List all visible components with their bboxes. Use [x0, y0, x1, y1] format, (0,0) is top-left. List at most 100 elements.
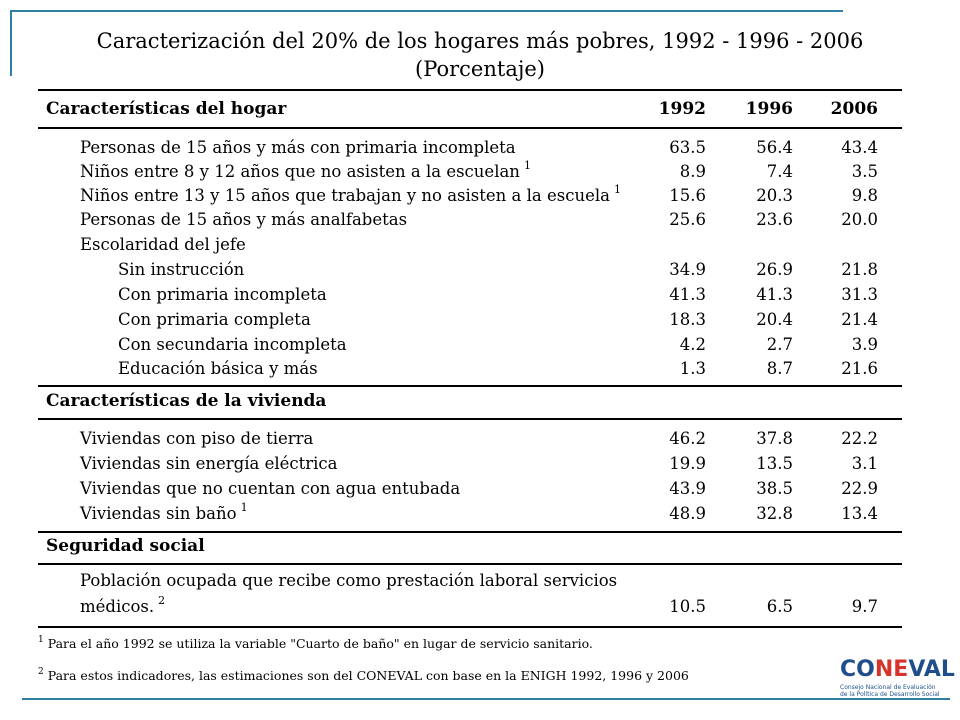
- value-1996: 2.7: [766, 335, 793, 354]
- value-2006: 9.7: [851, 597, 878, 616]
- value-1996: 20.3: [756, 186, 793, 205]
- row-label: Sin instrucción: [118, 260, 245, 279]
- footnote-text: Para el año 1992 se utiliza la variable …: [47, 636, 593, 651]
- row-label: Personas de 15 años y más con primaria i…: [80, 138, 516, 157]
- table-row: Viviendas sin energía eléctrica 19.9 13.…: [0, 452, 960, 476]
- row-label: Viviendas sin energía eléctrica: [80, 454, 338, 473]
- table-row: Niños entre 13 y 15 años que trabajan y …: [0, 183, 960, 208]
- value-1992: 43.9: [669, 479, 706, 498]
- logo-subtitle-2: de la Política de Desarrollo Social: [840, 691, 940, 698]
- value-1996: 26.9: [756, 260, 793, 279]
- value-1992: 41.3: [669, 285, 706, 304]
- row-label: médicos. 2: [80, 594, 166, 619]
- row-label-text: médicos.: [80, 597, 155, 616]
- value-2006: 22.2: [841, 429, 878, 448]
- section-rule: [38, 531, 902, 533]
- slide-title: Caracterización del 20% de los hogares m…: [96, 29, 864, 53]
- row-label: Con primaria incompleta: [118, 285, 327, 304]
- value-1996: 38.5: [756, 479, 793, 498]
- footnote-text: Para estos indicadores, las estimaciones…: [47, 668, 689, 683]
- table-row: Niños entre 8 y 12 años que no asisten a…: [0, 159, 960, 184]
- value-1996: 56.4: [756, 138, 793, 157]
- logo-part-1: CO: [840, 657, 875, 682]
- value-1996: 23.6: [756, 210, 793, 229]
- table-row: Personas de 15 años y más con primaria i…: [0, 136, 960, 160]
- footnote-mark: 2: [38, 667, 44, 677]
- column-header-1996: 1996: [745, 99, 793, 119]
- footnote-ref: 2: [158, 594, 166, 607]
- column-header-1992: 1992: [658, 99, 706, 119]
- value-1992: 4.2: [679, 335, 706, 354]
- frame-top-line: [10, 10, 843, 12]
- section-rule: [38, 563, 902, 565]
- table-top-rule: [38, 89, 902, 91]
- value-1996: 37.8: [756, 429, 793, 448]
- row-label-text: Niños entre 13 y 15 años que trabajan y …: [80, 186, 610, 205]
- value-2006: 21.8: [841, 260, 878, 279]
- value-1996: 20.4: [756, 310, 793, 329]
- row-label: Viviendas que no cuentan con agua entuba…: [80, 479, 461, 498]
- value-2006: 20.0: [841, 210, 878, 229]
- footnote-1: 1 Para el año 1992 se utiliza la variable…: [38, 635, 593, 652]
- row-label: Con secundaria incompleta: [118, 335, 347, 354]
- frame-bottom-line: [22, 698, 950, 700]
- table-row: Personas de 15 años y más analfabetas 25…: [0, 208, 960, 232]
- value-1996: 8.7: [766, 359, 793, 378]
- section-rule: [38, 127, 902, 129]
- footnote-ref: 1: [240, 501, 248, 514]
- row-label-text: Viviendas sin baño: [80, 504, 237, 523]
- logo-subtitle-1: Consejo Nacional de Evaluación: [840, 684, 936, 691]
- table-row: Educación básica y más 1.3 8.7 21.6: [0, 357, 960, 381]
- value-2006: 3.1: [851, 454, 878, 473]
- coneval-logo: CONEVAL Consejo Nacional de Evaluación d…: [840, 657, 955, 699]
- table-row: Sin instrucción 34.9 26.9 21.8: [0, 258, 960, 282]
- section-heading-seguridad: Seguridad social: [46, 536, 205, 556]
- slide-subtitle: (Porcentaje): [415, 57, 545, 81]
- table-row: Con secundaria incompleta 4.2 2.7 3.9: [0, 333, 960, 357]
- value-2006: 3.5: [851, 162, 878, 181]
- table-row: Con primaria completa 18.3 20.4 21.4: [0, 308, 960, 332]
- value-1992: 8.9: [679, 162, 706, 181]
- table-row: Viviendas que no cuentan con agua entuba…: [0, 477, 960, 501]
- section-heading-vivienda: Características de la vivienda: [46, 391, 327, 411]
- table-row: Con primaria incompleta 41.3 41.3 31.3: [0, 283, 960, 307]
- table-row: Escolaridad del jefe: [0, 233, 960, 257]
- table-row: Viviendas sin baño 1 48.9 32.8 13.4: [0, 501, 960, 526]
- row-label: Población ocupada que recibe como presta…: [80, 571, 618, 590]
- logo-wordmark: CONEVAL: [840, 657, 955, 682]
- logo-part-3: VAL: [908, 657, 955, 682]
- section-heading-hogar: Características del hogar: [46, 99, 287, 119]
- section-rule: [38, 385, 902, 387]
- value-2006: 3.9: [851, 335, 878, 354]
- footnote-ref: 1: [613, 183, 621, 196]
- value-1992: 46.2: [669, 429, 706, 448]
- value-2006: 21.4: [841, 310, 878, 329]
- row-label: Niños entre 8 y 12 años que no asisten a…: [80, 159, 531, 184]
- value-1992: 25.6: [669, 210, 706, 229]
- logo-part-2: NE: [874, 657, 909, 682]
- value-2006: 21.6: [841, 359, 878, 378]
- row-label: Con primaria completa: [118, 310, 311, 329]
- table-bottom-rule: [38, 626, 902, 628]
- value-1992: 15.6: [669, 186, 706, 205]
- value-1996: 13.5: [756, 454, 793, 473]
- value-1996: 41.3: [756, 285, 793, 304]
- row-label-text: Niños entre 8 y 12 años que no asisten a…: [80, 162, 520, 181]
- footnote-2: 2 Para estos indicadores, las estimacione…: [38, 667, 689, 684]
- value-2006: 31.3: [841, 285, 878, 304]
- column-header-2006: 2006: [830, 99, 878, 119]
- value-1996: 32.8: [756, 504, 793, 523]
- row-label: Viviendas sin baño 1: [80, 501, 248, 526]
- row-label: Niños entre 13 y 15 años que trabajan y …: [80, 183, 621, 208]
- row-label: Viviendas con piso de tierra: [80, 429, 314, 448]
- table-row-line1: Población ocupada que recibe como presta…: [0, 569, 960, 593]
- table-row: Viviendas con piso de tierra 46.2 37.8 2…: [0, 427, 960, 451]
- footnote-ref: 1: [523, 159, 531, 172]
- row-label: Escolaridad del jefe: [80, 235, 246, 254]
- value-2006: 43.4: [841, 138, 878, 157]
- value-2006: 13.4: [841, 504, 878, 523]
- value-1992: 48.9: [669, 504, 706, 523]
- value-1992: 19.9: [669, 454, 706, 473]
- value-1996: 6.5: [766, 597, 793, 616]
- value-1992: 10.5: [669, 597, 706, 616]
